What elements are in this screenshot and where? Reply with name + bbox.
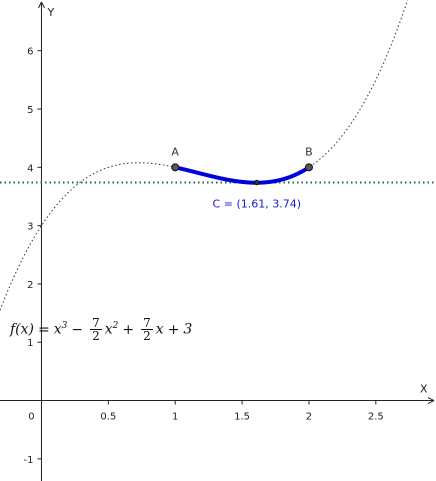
x-tick-label: 2 [306,412,312,423]
y-tick-label: 3 [27,222,33,233]
x-axis-label: X [420,383,428,396]
formula-plus-2: + [167,321,180,338]
formula-minus: − [71,321,84,338]
point-label-b: B [305,145,313,158]
formula-exp-1: 3 [61,320,68,331]
point-label-a: A [171,145,179,158]
formula-lhs: f(x) [10,321,35,338]
formula-equals: = [38,321,50,338]
y-axis-label: Y [46,6,54,19]
function-curve [0,0,409,311]
y-tick-label: 6 [27,47,33,58]
formula-constant: 3 [183,321,193,338]
x-tick-label: 1.5 [234,412,250,423]
x-axis-arrow-icon [427,397,435,404]
point-a [171,163,180,172]
x-tick-label: 1 [172,412,178,423]
y-tick-label: -1 [23,455,33,466]
y-tick-label: 4 [27,163,33,174]
fraction-2-denominator: 2 [143,329,151,343]
fraction-1-denominator: 2 [92,329,100,343]
point-b [304,163,313,172]
formula-term-3: x [155,321,164,338]
function-formula: f(x) = x3−7 2 x2 +7 2 x +3 [10,317,192,342]
formula-exp-2: 2 [112,320,119,331]
formula-plus-1: + [122,321,135,338]
fraction-2-numerator: 7 [141,316,153,330]
highlighted-segment [173,165,311,185]
curve-layer [0,0,436,311]
fraction-1-numerator: 7 [90,316,102,330]
formula-term-1: x [53,321,62,338]
labels-layer: X Y 0.5 1 1.5 2 2.5 -1 1 2 3 4 5 6 0 A B C = (1.61, 3.74) [23,6,428,466]
point-c-coordinates: C = (1.61, 3.74) [213,197,301,210]
origin-label: 0 [28,412,34,423]
points-layer [171,163,313,186]
y-tick-label: 1 [27,338,33,349]
y-tick-label: 5 [27,105,33,116]
y-axis-arrow-icon [38,1,45,9]
formula-term-2: x [104,321,113,338]
point-c [254,179,260,186]
x-tick-label: 0.5 [100,412,116,423]
y-tick-label: 2 [27,280,33,291]
x-tick-label: 2.5 [368,412,384,423]
